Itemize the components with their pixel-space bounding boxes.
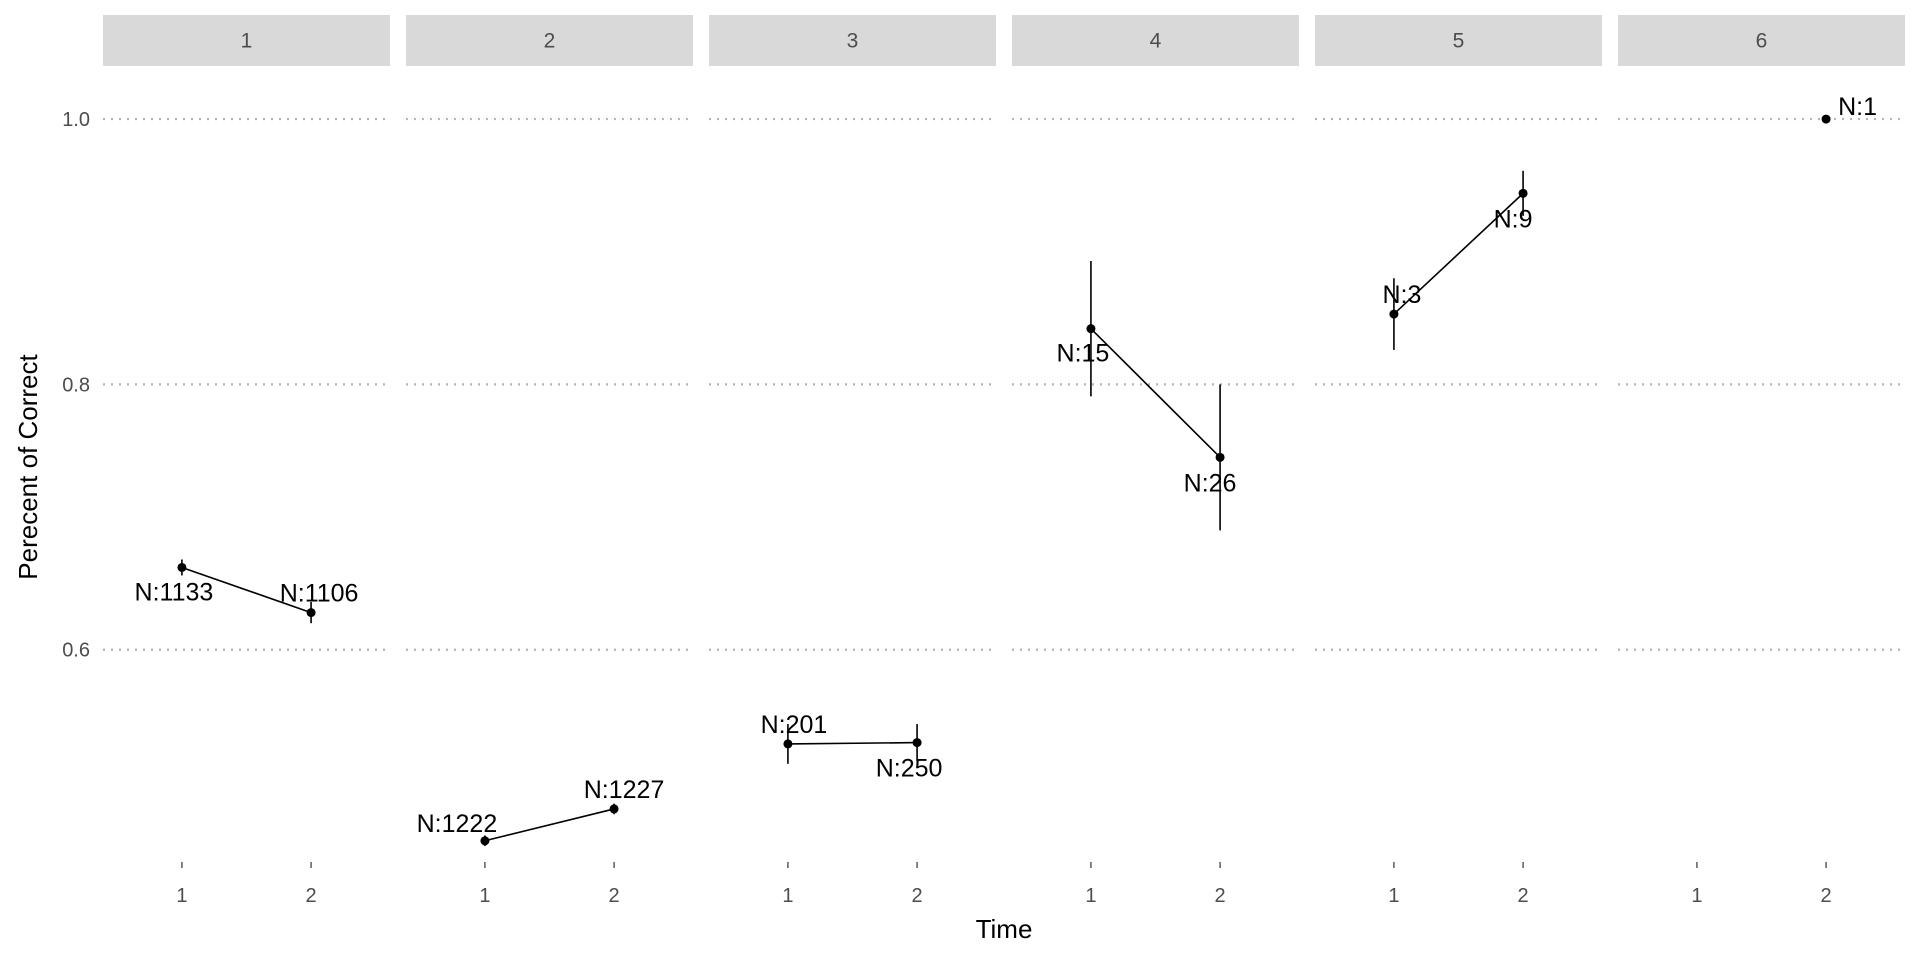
facet-strip-label: 2 — [544, 30, 556, 53]
data-point — [1518, 188, 1528, 198]
x-tick-label: 2 — [306, 885, 317, 907]
facet-strip — [1315, 15, 1602, 66]
facet-panel-4: 4 1 2 N:15 N:26 — [1012, 15, 1299, 907]
x-tick-label: 2 — [1821, 885, 1832, 907]
facet-strip — [103, 15, 390, 66]
data-point — [306, 608, 316, 618]
facet-panel-5: 5 1 2 N:3 N:9 — [1315, 15, 1602, 907]
data-point — [783, 739, 793, 749]
x-tick-label: 1 — [782, 885, 793, 907]
data-label: N:1133 — [135, 578, 214, 606]
data-label: N:201 — [761, 711, 828, 739]
x-tick-label: 1 — [1085, 885, 1096, 907]
data-label: N:1227 — [584, 776, 665, 804]
data-point — [1389, 309, 1399, 319]
data-label: N:250 — [876, 755, 943, 783]
x-tick-label: 2 — [1518, 885, 1529, 907]
facet-strip-label: 4 — [1150, 30, 1162, 53]
series-line — [1393, 192, 1524, 315]
data-label: N:1222 — [417, 810, 498, 838]
y-axis: 0.6 0.8 1.0 — [62, 109, 90, 662]
x-tick-label: 1 — [1388, 885, 1399, 907]
data-label: N:9 — [1494, 205, 1533, 233]
y-tick-label: 1.0 — [62, 109, 90, 131]
x-tick-label: 1 — [1691, 885, 1702, 907]
data-label: N:26 — [1184, 469, 1237, 497]
data-point — [1821, 114, 1831, 124]
x-tick-label: 2 — [1215, 885, 1226, 907]
facet-strip — [1012, 15, 1299, 66]
x-tick-label: 1 — [176, 885, 187, 907]
x-axis-title: Time — [976, 914, 1033, 944]
data-point — [480, 836, 490, 846]
x-tick-label: 2 — [912, 885, 923, 907]
series-line — [787, 741, 918, 745]
x-tick-label: 1 — [479, 885, 490, 907]
facet-panel-6: 6 1 2 N:1 — [1618, 15, 1905, 907]
data-point — [1086, 324, 1096, 334]
facet-strip-label: 1 — [241, 30, 253, 53]
series-line — [181, 566, 312, 614]
facet-strip-label: 5 — [1453, 30, 1465, 53]
data-label: N:3 — [1382, 281, 1421, 309]
data-label: N:15 — [1057, 340, 1110, 368]
facet-strip — [1618, 15, 1905, 66]
facet-panel-3: 3 1 2 N:201 N:250 — [709, 15, 996, 907]
data-point — [912, 738, 922, 748]
facet-panel-1: 1 1 2 N:1133 N:1106 — [103, 15, 390, 907]
series-line — [484, 808, 615, 842]
facet-strip-label: 3 — [847, 30, 859, 53]
data-point — [1215, 452, 1225, 462]
data-point — [177, 562, 187, 572]
y-axis-title: Perecent of Correct — [13, 354, 43, 580]
facet-strip-label: 6 — [1756, 30, 1768, 53]
y-tick-label: 0.6 — [62, 640, 90, 662]
facet-strip — [709, 15, 996, 66]
data-label: N:1106 — [280, 580, 359, 608]
data-point — [609, 804, 619, 814]
series-line — [1090, 328, 1221, 458]
y-tick-label: 0.8 — [62, 374, 90, 396]
data-label: N:1 — [1838, 93, 1877, 121]
x-tick-label: 2 — [609, 885, 620, 907]
facet-strip — [406, 15, 693, 66]
facet-panel-2: 2 1 2 N:1222 N:1227 — [406, 15, 693, 907]
